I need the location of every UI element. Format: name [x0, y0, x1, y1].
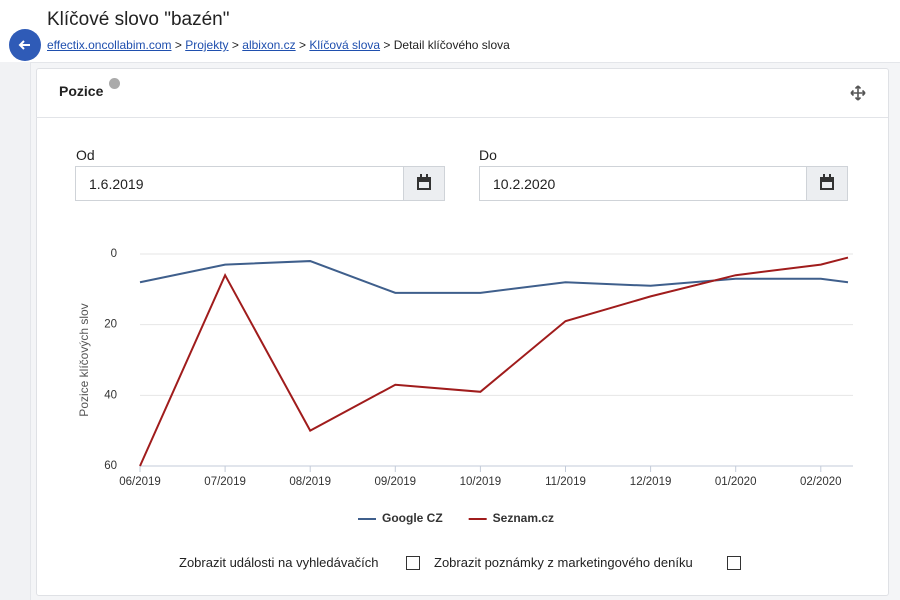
- breadcrumb-separator: >: [231, 38, 239, 52]
- breadcrumb-separator: >: [298, 38, 306, 52]
- checkbox[interactable]: [727, 556, 741, 570]
- panel: [36, 68, 889, 596]
- from-input[interactable]: 1.6.2019: [75, 166, 405, 201]
- page-title: Klíčové slovo "bazén": [47, 9, 230, 30]
- top-bar: [0, 0, 900, 63]
- back-button[interactable]: [9, 29, 41, 61]
- to-label: Do: [479, 147, 497, 163]
- breadcrumb-link[interactable]: Klíčová slova: [309, 38, 381, 52]
- breadcrumb-current: Detail klíčového slova: [393, 38, 510, 52]
- from-label: Od: [76, 147, 95, 163]
- panel-header: [36, 68, 888, 118]
- breadcrumb-separator: >: [174, 38, 182, 52]
- calendar-icon: [417, 174, 431, 190]
- breadcrumb-link[interactable]: Projekty: [185, 38, 229, 52]
- to-input[interactable]: 10.2.2020: [479, 166, 809, 201]
- checkbox[interactable]: [406, 556, 420, 570]
- panel-title: Pozice: [59, 83, 104, 99]
- breadcrumb: effectix.oncollabim.com > Projekty > alb…: [47, 38, 510, 52]
- back-arrow: [18, 40, 30, 50]
- move-icon[interactable]: [850, 85, 866, 101]
- from-calendar-button[interactable]: [403, 166, 445, 201]
- breadcrumb-link[interactable]: effectix.oncollabim.com: [47, 38, 172, 52]
- option-label: Zobrazit události na vyhledávačích: [179, 555, 379, 570]
- breadcrumb-separator: >: [383, 38, 391, 52]
- option-label: Zobrazit poznámky z marketingového deník…: [434, 555, 693, 570]
- breadcrumb-link[interactable]: albixon.cz: [242, 38, 296, 52]
- to-calendar-button[interactable]: [806, 166, 848, 201]
- sidebar: [0, 62, 31, 600]
- calendar-icon: [820, 174, 834, 190]
- info-icon[interactable]: [109, 78, 120, 89]
